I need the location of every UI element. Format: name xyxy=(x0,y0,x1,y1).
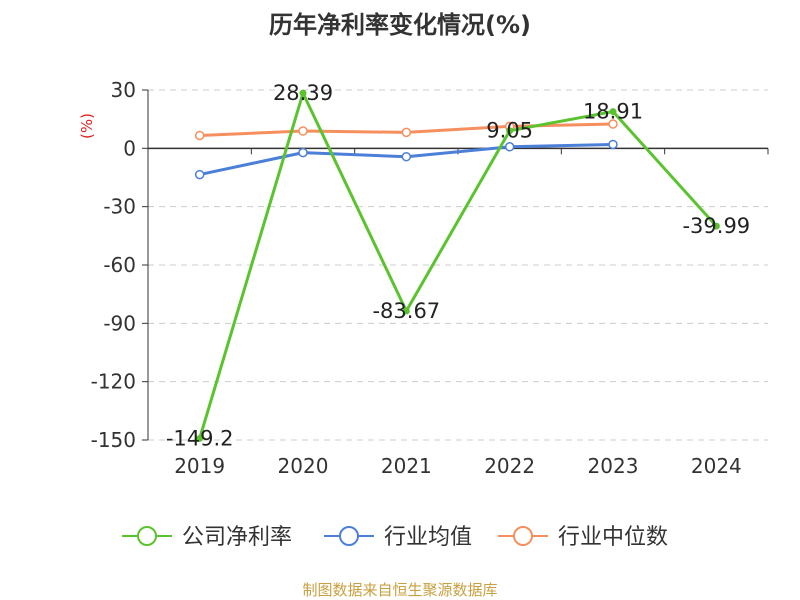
legend-label: 行业中位数 xyxy=(558,525,668,550)
data-label: 9.05 xyxy=(486,119,533,143)
data-label: -149.2 xyxy=(166,426,234,450)
data-label: -39.99 xyxy=(682,214,750,238)
y-tick-label: -30 xyxy=(103,195,136,219)
x-tick-label: 2022 xyxy=(484,454,535,478)
legend-marker xyxy=(339,526,359,546)
x-tick-label: 2024 xyxy=(691,454,742,478)
data-point xyxy=(504,142,515,152)
data-point xyxy=(401,151,412,162)
y-tick-label: -90 xyxy=(103,311,136,335)
data-point xyxy=(608,119,618,129)
series-line xyxy=(198,91,718,439)
legend-label: 行业均值 xyxy=(384,525,472,550)
data-point xyxy=(194,130,205,141)
data-point xyxy=(402,307,410,315)
data-point xyxy=(506,127,514,135)
legend-label: 公司净利率 xyxy=(182,525,292,550)
data-point xyxy=(196,434,204,442)
data-point xyxy=(401,127,412,138)
x-tick-label: 2023 xyxy=(588,454,639,478)
data-label: 28.39 xyxy=(273,81,333,105)
legend-marker xyxy=(137,526,157,546)
legend: 公司净利率 行业均值 行业中位数 xyxy=(122,525,668,550)
grid xyxy=(148,89,768,441)
x-tick-label: 2021 xyxy=(381,454,432,478)
data-point xyxy=(298,126,308,136)
data-label: -83.67 xyxy=(372,299,440,323)
y-axis-label: (%) xyxy=(78,113,96,139)
data-point xyxy=(609,108,617,116)
legend-marker xyxy=(513,526,533,546)
data-point xyxy=(712,222,720,230)
data-label: 18.91 xyxy=(583,100,643,124)
data-point xyxy=(299,89,307,97)
y-tick-label: -60 xyxy=(103,253,136,277)
chart-title: 历年净利率变化情况(%) xyxy=(269,11,531,39)
data-point xyxy=(194,169,205,180)
x-tick-label: 2020 xyxy=(278,454,329,478)
data-point xyxy=(298,147,308,158)
y-tick-label: 30 xyxy=(111,78,136,102)
y-tick-label: 0 xyxy=(123,136,136,160)
y-tick-label: -150 xyxy=(91,428,136,452)
data-labels: -149.2 28.39 -83.67 9.05 18.91 -39.99 xyxy=(166,81,750,450)
x-tick-label: 2019 xyxy=(174,454,225,478)
axes: 30 0 -30 -60 -90 -120 -150 2019 2020 2021 2022 2023… xyxy=(91,78,769,478)
data-point xyxy=(608,139,618,150)
source-footer: 制图数据来自恒生聚源数据库 xyxy=(302,581,497,599)
series xyxy=(194,89,720,442)
y-tick-label: -120 xyxy=(91,370,136,394)
